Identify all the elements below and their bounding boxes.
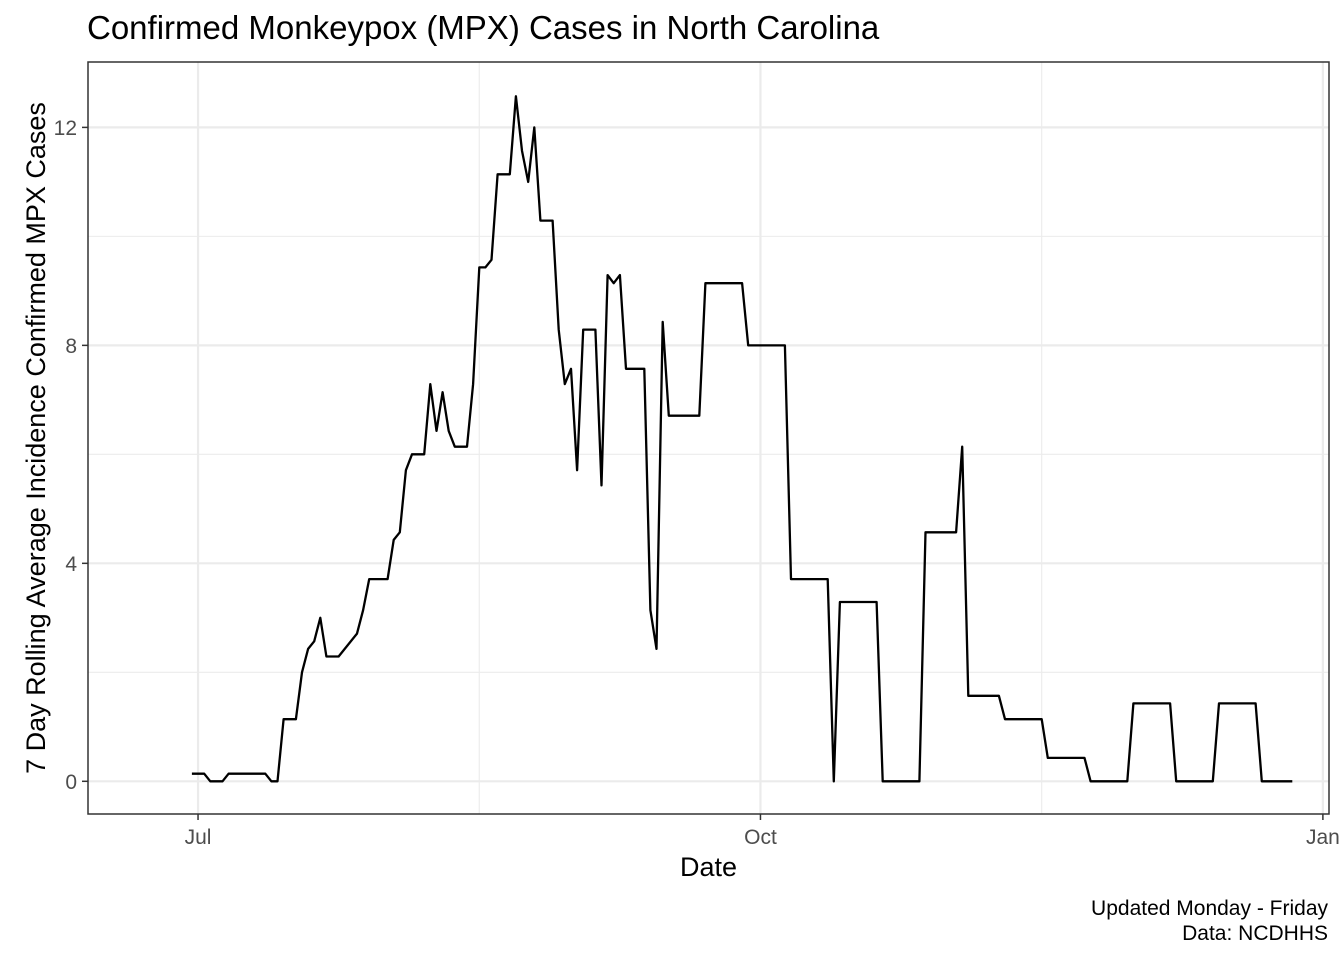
y-tick-label: 0 (65, 771, 77, 794)
chart-title: Confirmed Monkeypox (MPX) Cases in North… (87, 9, 880, 46)
y-tick-label: 4 (65, 553, 77, 576)
caption-update-schedule: Updated Monday - Friday (1091, 897, 1328, 920)
series-line-0 (191, 95, 1293, 783)
axes: 0 4 8 12 Jul Oct Jan (54, 117, 1340, 849)
x-tick-label: Jan (1306, 826, 1340, 849)
y-tick-label: 8 (65, 335, 77, 358)
x-tick-label: Oct (744, 826, 777, 849)
plot-area (191, 95, 1293, 783)
grid (88, 62, 1329, 814)
x-tick-label: Jul (185, 826, 212, 849)
panel-border (87, 61, 1330, 815)
x-axis-title: Date (680, 852, 737, 882)
y-tick-label: 12 (54, 117, 77, 140)
y-axis-title: 7 Day Rolling Average Incidence Confirme… (21, 102, 51, 774)
caption-data-source: Data: NCDHHS (1182, 922, 1328, 945)
